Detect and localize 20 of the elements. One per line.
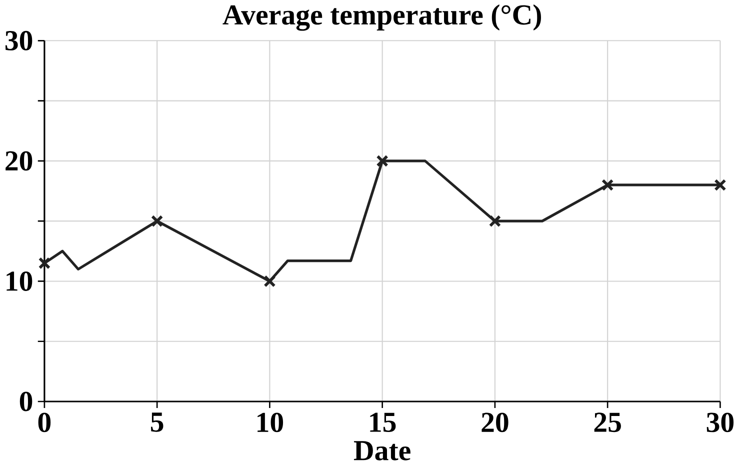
y-tick-label: 20 — [6, 151, 32, 171]
chart-title: Average temperature (°C) — [222, 4, 541, 31]
x-axis-title: Date — [354, 441, 410, 460]
x-tick-label: 30 — [706, 412, 734, 432]
point — [376, 154, 388, 168]
x-tick-label: 20 — [482, 412, 508, 432]
point — [601, 179, 614, 192]
x-tick-label: 15 — [370, 412, 396, 432]
point — [150, 215, 164, 228]
point — [714, 179, 726, 192]
x-tick-label: 5 — [151, 412, 164, 432]
x-tick-label: 0 — [38, 412, 51, 432]
point — [488, 215, 502, 228]
x-tick-label: 10 — [258, 412, 284, 432]
x-tick-label: 25 — [594, 412, 621, 432]
point — [38, 257, 51, 270]
point — [264, 275, 276, 288]
y-tick-label: 10 — [6, 272, 32, 292]
y-tick-label: 0 — [20, 392, 32, 412]
y-tick-label: 30 — [5, 31, 32, 51]
